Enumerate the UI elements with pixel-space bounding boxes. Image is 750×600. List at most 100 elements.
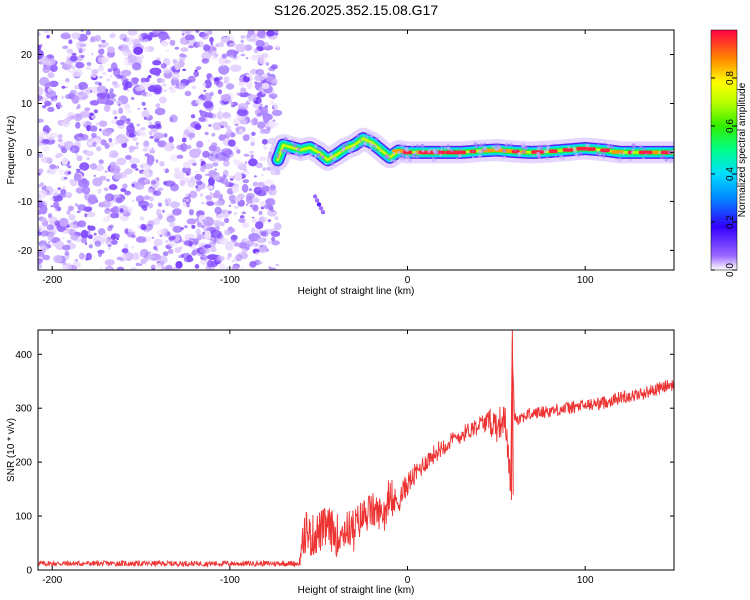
noise-speckle xyxy=(49,64,58,73)
noise-speckle xyxy=(228,42,237,48)
noise-speckle xyxy=(60,188,67,196)
noise-speckle xyxy=(191,249,197,256)
noise-speckle xyxy=(186,198,190,202)
noise-speckle xyxy=(126,89,130,93)
ridge-speck xyxy=(276,153,280,157)
ridge-speck xyxy=(669,158,673,163)
noise-speckle xyxy=(45,90,57,99)
noise-speckle xyxy=(211,132,216,137)
noise-speckle xyxy=(62,244,71,251)
noise-speckle xyxy=(59,217,69,227)
ridge-speck xyxy=(292,143,297,148)
ridge-speck xyxy=(400,142,405,148)
noise-speckle xyxy=(191,224,196,229)
ridge-speck xyxy=(320,155,325,160)
noise-speckle xyxy=(238,91,250,98)
noise-speckle xyxy=(46,224,55,231)
noise-speckle xyxy=(38,131,49,139)
noise-speckle xyxy=(174,46,180,50)
noise-speckle xyxy=(112,205,119,214)
noise-speckle xyxy=(195,228,201,235)
noise-speckle xyxy=(230,64,242,73)
noise-speckle xyxy=(249,150,254,154)
noise-speckle xyxy=(140,77,147,83)
noise-speckle xyxy=(140,54,144,59)
noise-speckle xyxy=(243,237,249,242)
noise-speckle xyxy=(192,162,197,166)
noise-speckle xyxy=(147,85,158,93)
noise-speckle xyxy=(79,162,90,171)
ridge-speck xyxy=(405,156,408,159)
noise-speckle xyxy=(93,109,99,114)
ridge-speck xyxy=(446,146,451,151)
ridge-speck xyxy=(486,149,488,152)
noise-speckle xyxy=(229,175,234,179)
noise-speckle xyxy=(78,133,84,138)
ridge-speck xyxy=(490,149,492,152)
noise-speckle xyxy=(204,79,212,89)
noise-speckle xyxy=(214,206,222,214)
noise-speckle xyxy=(49,127,52,132)
noise-speckle xyxy=(104,265,114,270)
noise-speckle xyxy=(71,65,76,70)
noise-speckle xyxy=(222,155,230,162)
noise-speckle xyxy=(258,57,267,65)
ridge-speck xyxy=(398,145,401,147)
noise-speckle xyxy=(71,32,81,40)
noise-speckle xyxy=(104,208,111,215)
noise-speckle xyxy=(130,77,138,84)
snr-line xyxy=(38,338,674,568)
noise-speckle xyxy=(116,266,125,270)
noise-speckle xyxy=(252,181,259,187)
noise-speckle xyxy=(147,188,154,194)
noise-speckle xyxy=(251,131,256,136)
noise-speckle xyxy=(154,107,166,116)
noise-speckle xyxy=(200,257,204,260)
ridge-speck xyxy=(418,153,421,156)
ridge-speck xyxy=(369,133,374,138)
ridge-hotspot xyxy=(600,148,611,153)
noise-speckle xyxy=(258,210,263,216)
noise-speckle xyxy=(104,193,115,202)
noise-speckle xyxy=(56,153,63,158)
noise-speckle xyxy=(142,141,151,148)
noise-speckle xyxy=(138,200,150,208)
noise-speckle xyxy=(245,203,249,206)
noise-speckle xyxy=(148,121,153,125)
ridge-speck xyxy=(359,141,361,144)
noise-speckle xyxy=(99,128,102,132)
noise-speckle xyxy=(202,163,214,170)
noise-speckle xyxy=(176,154,184,159)
noise-speckle xyxy=(220,256,225,261)
noise-speckle xyxy=(61,148,68,154)
noise-speckle xyxy=(84,213,88,218)
noise-speckle xyxy=(61,186,66,189)
noise-speckle xyxy=(73,173,82,182)
ridge-speck xyxy=(288,152,291,155)
noise-speckle xyxy=(241,183,249,193)
noise-speckle xyxy=(270,230,281,237)
noise-speckle xyxy=(133,46,144,56)
noise-speckle xyxy=(68,214,76,221)
ridge-speck xyxy=(316,153,321,158)
ridge-speck xyxy=(362,141,368,146)
noise-speckle xyxy=(242,75,250,83)
noise-speckle xyxy=(110,212,118,219)
noise-speckle xyxy=(255,68,265,76)
noise-speckle xyxy=(95,122,101,126)
noise-speckle xyxy=(201,224,205,229)
ridge-speck xyxy=(411,153,416,158)
noise-speckle xyxy=(94,81,100,85)
noise-speckle xyxy=(206,259,214,268)
chart-title: S126.2025.352.15.08.G17 xyxy=(274,2,438,18)
noise-speckle xyxy=(189,148,201,159)
noise-speckle xyxy=(109,164,121,174)
noise-speckle xyxy=(91,115,97,119)
noise-speckle xyxy=(142,109,150,115)
noise-speckle xyxy=(60,62,65,65)
noise-speckle xyxy=(38,172,41,176)
noise-speckle xyxy=(139,248,149,258)
ridge-speck xyxy=(595,151,600,156)
noise-speckle xyxy=(68,205,74,212)
noise-speckle xyxy=(106,78,111,82)
